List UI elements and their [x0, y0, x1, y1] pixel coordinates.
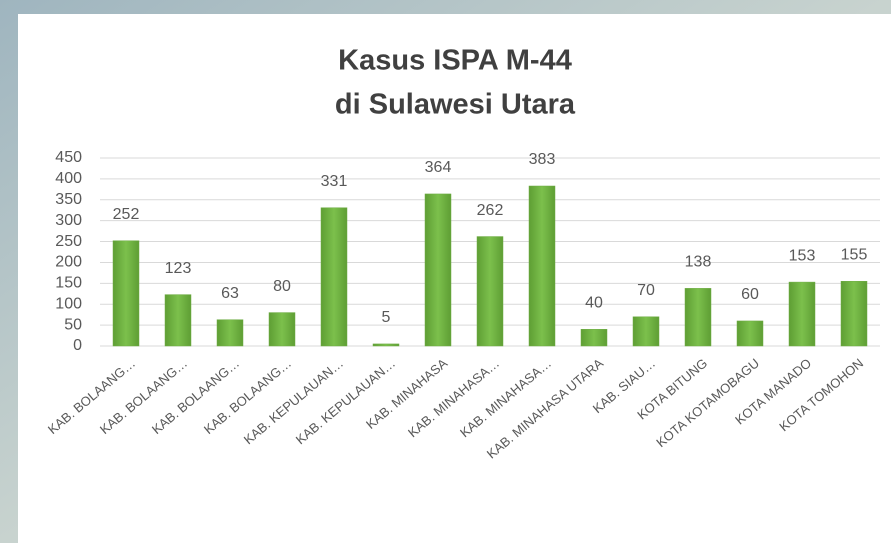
y-tick-label: 450 [55, 149, 82, 166]
bar [580, 329, 608, 347]
y-tick-label: 400 [55, 170, 82, 187]
bar [216, 319, 244, 347]
data-label: 364 [425, 159, 452, 176]
bar [632, 316, 660, 347]
data-label: 138 [685, 254, 712, 271]
data-label: 262 [477, 202, 504, 219]
data-label: 70 [637, 282, 655, 299]
y-tick-label: 0 [73, 337, 82, 354]
y-tick-label: 200 [55, 254, 82, 271]
chart-panel [18, 14, 891, 543]
bar [268, 312, 296, 347]
y-tick-label: 50 [64, 316, 82, 333]
y-tick-label: 300 [55, 212, 82, 229]
bar [320, 207, 348, 347]
y-tick-label: 350 [55, 191, 82, 208]
bar [684, 288, 712, 347]
data-label: 153 [789, 247, 816, 264]
bar [476, 236, 504, 347]
data-label: 123 [165, 260, 192, 277]
chart-title: di Sulawesi Utara [335, 89, 576, 121]
chart-title: Kasus ISPA M-44 [338, 45, 572, 77]
data-label: 5 [382, 309, 391, 326]
data-label: 63 [221, 285, 239, 302]
data-label: 155 [841, 246, 868, 263]
bar [736, 320, 764, 347]
data-label: 252 [113, 206, 140, 223]
y-tick-label: 150 [55, 275, 82, 292]
bar [840, 280, 868, 347]
bar [788, 281, 816, 347]
data-label: 40 [585, 295, 603, 312]
bar [164, 294, 192, 347]
y-tick-label: 100 [55, 295, 82, 312]
bar [112, 240, 140, 347]
data-label: 383 [529, 151, 556, 168]
bar [372, 343, 400, 347]
bar [528, 185, 556, 347]
y-tick-label: 250 [55, 233, 82, 250]
data-label: 331 [321, 173, 348, 190]
data-label: 80 [273, 278, 291, 295]
data-label: 60 [741, 286, 759, 303]
bar [424, 193, 452, 347]
